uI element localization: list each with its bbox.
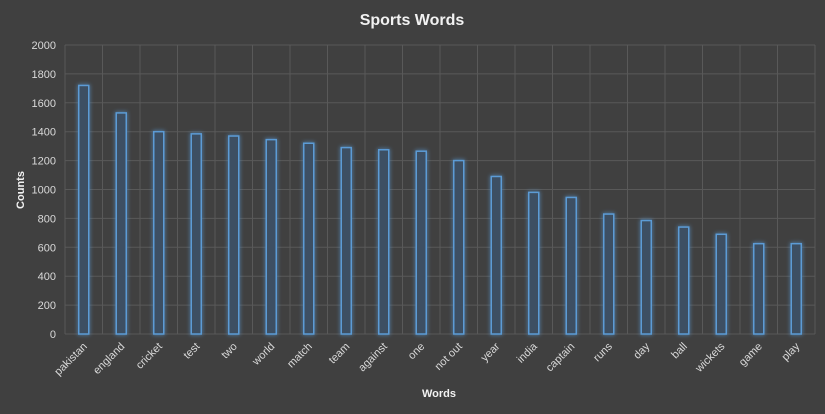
gridlines <box>64 44 816 335</box>
x-tick-label: game <box>737 341 765 369</box>
y-tick-label: 200 <box>38 300 56 312</box>
x-tick-label: not out <box>433 341 465 373</box>
x-tick-label: year <box>479 340 503 364</box>
x-tick-label: one <box>406 341 427 362</box>
bar-year <box>490 175 502 335</box>
bar-team <box>340 146 352 335</box>
y-tick-label: 1400 <box>32 127 56 139</box>
x-axis-title: Words <box>422 388 456 400</box>
x-tick-label: india <box>515 340 541 366</box>
bar-world <box>265 138 277 335</box>
bar-pakistan <box>78 84 90 335</box>
y-tick-label: 2000 <box>32 40 56 52</box>
x-tick-label: test <box>181 341 202 362</box>
x-tick-label: england <box>91 341 127 377</box>
bar-runs <box>603 213 615 335</box>
x-tick-label: world <box>250 341 278 369</box>
bar-ball <box>678 226 690 335</box>
bar-test <box>190 133 202 335</box>
y-tick-label: 1000 <box>32 185 56 197</box>
x-tick-label: captain <box>544 341 578 375</box>
bar-against <box>378 149 390 335</box>
y-tick-label: 1200 <box>32 156 56 168</box>
x-tick-label: pakistan <box>52 341 89 378</box>
x-tick-label: ball <box>669 341 690 362</box>
x-axis-ticks: pakistan england cricket test two world match t… <box>52 340 802 378</box>
bar-game <box>753 242 765 335</box>
bar-india <box>528 191 540 335</box>
x-tick-label: day <box>631 340 652 361</box>
bar-wickets <box>715 233 727 335</box>
bars <box>78 84 802 335</box>
bar-cricket <box>153 130 165 335</box>
bar-not-out <box>453 159 465 335</box>
bar-day <box>640 219 652 335</box>
bar-two <box>228 135 240 335</box>
x-tick-label: runs <box>591 340 615 364</box>
bar-match <box>303 142 315 335</box>
x-tick-label: play <box>780 340 803 363</box>
x-tick-label: cricket <box>134 341 165 372</box>
bar-england <box>115 112 127 335</box>
y-axis-ticks: 0 200 400 600 800 1000 1200 1400 1600 1800 2000 <box>32 40 56 341</box>
x-tick-label: match <box>285 341 315 371</box>
y-tick-label: 400 <box>38 271 56 283</box>
x-tick-label: against <box>356 341 390 375</box>
bar-one <box>415 150 427 335</box>
chart-title: Sports Words <box>360 12 465 29</box>
x-tick-label: two <box>219 341 240 362</box>
y-tick-label: 0 <box>50 329 56 341</box>
y-tick-label: 1800 <box>32 69 56 81</box>
bar-captain <box>565 196 577 335</box>
x-tick-label: wickets <box>693 340 728 375</box>
y-tick-label: 600 <box>38 242 56 254</box>
bar-play <box>790 242 802 335</box>
y-tick-label: 800 <box>38 213 56 225</box>
y-axis-title: Counts <box>15 171 27 209</box>
x-tick-label: team <box>327 341 353 367</box>
y-tick-label: 1600 <box>32 98 56 110</box>
